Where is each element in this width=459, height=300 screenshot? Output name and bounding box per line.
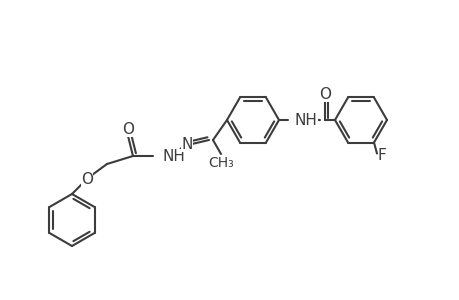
Text: N: N xyxy=(181,136,192,152)
Text: O: O xyxy=(318,86,330,101)
Text: F: F xyxy=(377,148,386,163)
Text: NH: NH xyxy=(294,112,317,128)
Text: O: O xyxy=(122,122,134,136)
Text: O: O xyxy=(81,172,93,187)
Text: CH₃: CH₃ xyxy=(207,156,233,170)
Text: NH: NH xyxy=(162,148,185,164)
